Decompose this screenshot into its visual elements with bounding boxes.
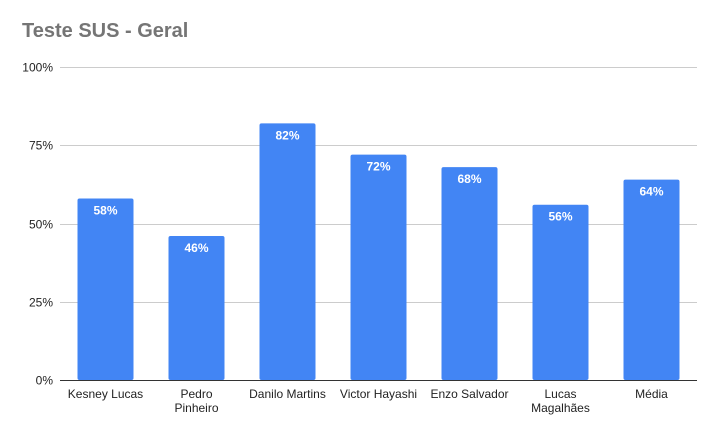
bar-data-label: 72% xyxy=(366,160,390,174)
bar-data-label: 64% xyxy=(639,185,663,199)
category-label: Média xyxy=(635,387,668,401)
y-tick-label: 50% xyxy=(29,218,53,232)
y-tick-label: 75% xyxy=(29,139,53,153)
bar-data-label: 46% xyxy=(184,241,208,255)
bar xyxy=(441,167,498,380)
bars xyxy=(77,123,680,380)
bar xyxy=(259,123,316,380)
bar-data-label: 58% xyxy=(93,203,117,217)
data-labels: 58% 46% 82% 72% 68% 56% 64% xyxy=(93,128,663,255)
y-axis-ticks: 0% 25% 50% 75% 100% xyxy=(22,61,53,388)
category-label: Pinheiro xyxy=(174,401,218,415)
bar xyxy=(168,236,225,380)
bar-data-label: 68% xyxy=(457,172,481,186)
bar-data-label: 56% xyxy=(548,210,572,224)
bar-data-label: 82% xyxy=(275,128,299,142)
y-tick-label: 100% xyxy=(22,61,53,75)
category-label: Magalhães xyxy=(531,401,590,415)
y-tick-label: 0% xyxy=(36,374,54,388)
y-tick-label: 25% xyxy=(29,296,53,310)
category-label: Pedro xyxy=(180,387,212,401)
bar xyxy=(532,204,589,380)
category-label: Victor Hayashi xyxy=(340,387,417,401)
category-label: Kesney Lucas xyxy=(68,387,143,401)
category-label: Lucas xyxy=(544,387,576,401)
bar xyxy=(77,198,134,380)
bar xyxy=(350,154,407,380)
bar xyxy=(623,179,680,380)
chart-title: Teste SUS - Geral xyxy=(22,20,189,42)
category-label: Enzo Salvador xyxy=(430,387,508,401)
category-label: Danilo Martins xyxy=(249,387,326,401)
